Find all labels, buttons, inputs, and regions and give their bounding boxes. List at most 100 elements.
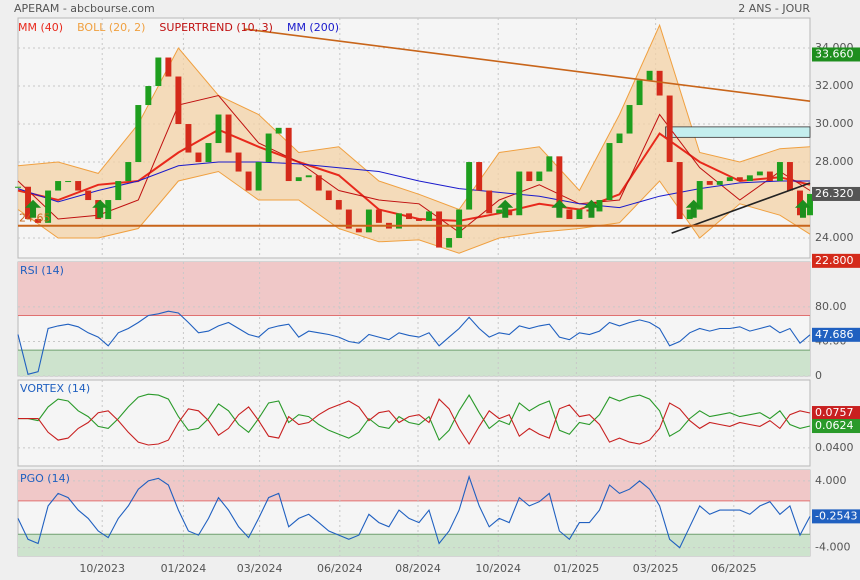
legend-item: SUPERTREND (10, 3) <box>159 21 273 34</box>
candle <box>616 133 623 144</box>
candle <box>395 213 402 229</box>
candle <box>145 86 152 106</box>
zone-box <box>665 126 811 138</box>
zone-high <box>18 470 810 501</box>
candle <box>416 219 422 221</box>
candle <box>195 152 202 163</box>
candle <box>576 209 583 220</box>
candle <box>636 80 643 106</box>
candle <box>135 105 142 163</box>
legend-item: MM (200) <box>287 21 339 34</box>
candle <box>406 213 412 220</box>
candle <box>235 152 242 172</box>
candle <box>466 162 473 210</box>
candle <box>345 209 352 229</box>
candle <box>225 114 232 153</box>
level-label: 24.65 <box>19 212 51 225</box>
candle <box>696 181 703 210</box>
candle <box>606 143 613 201</box>
candle <box>305 175 312 178</box>
indicator-line <box>17 94 811 233</box>
candle <box>596 200 603 212</box>
candle <box>75 181 82 191</box>
x-tick-label: 06/2024 <box>317 562 363 575</box>
indicator-line <box>17 310 811 375</box>
header-period: 2 ANS - JOUR <box>738 2 810 15</box>
legend-item: BOLL (20, 2) <box>77 21 145 34</box>
value-badge <box>812 253 860 268</box>
value-badge <box>812 327 860 342</box>
y-tick-label: 28.000 <box>815 155 854 168</box>
signal-arrow <box>685 199 702 218</box>
zone-high <box>18 262 810 316</box>
candle <box>756 171 763 176</box>
value-badge <box>812 47 860 62</box>
candle <box>736 177 743 182</box>
candle <box>496 209 503 214</box>
candle <box>255 162 262 191</box>
candle <box>175 76 182 125</box>
candle <box>766 171 773 182</box>
y-tick-label: 4.000 <box>815 474 847 487</box>
indicator-line <box>17 128 811 222</box>
value-badge <box>812 186 860 201</box>
indicator-line <box>18 393 811 442</box>
x-tick-label: 08/2024 <box>395 562 441 575</box>
value-badge-label: 47.686 <box>815 328 854 341</box>
candle <box>666 95 673 163</box>
panel-title: VORTEX (14) <box>20 382 90 395</box>
candle <box>546 156 553 172</box>
value-badge-label: 0.0757 <box>815 406 854 419</box>
signal-arrow <box>25 199 42 218</box>
y-tick-label: 24.000 <box>815 231 854 244</box>
candle <box>807 193 813 216</box>
value-badge-label: 22.800 <box>815 254 854 267</box>
candle <box>676 162 683 220</box>
candle <box>115 181 122 201</box>
candle <box>556 156 563 210</box>
candle <box>686 209 693 220</box>
x-tick-label: 01/2025 <box>554 562 600 575</box>
header-title: APERAM - abcbourse.com <box>14 2 155 15</box>
candle <box>265 133 272 163</box>
candle <box>786 162 793 191</box>
candle <box>205 143 212 163</box>
candle <box>626 105 633 134</box>
candle <box>516 171 523 216</box>
value-badge-label: 0.0624 <box>815 419 854 432</box>
value-badge-label: 33.660 <box>815 47 854 60</box>
value-badge-label: 26.320 <box>815 187 854 200</box>
candle <box>566 209 573 220</box>
candle <box>45 190 52 223</box>
candle <box>65 181 72 183</box>
candle <box>355 228 362 233</box>
candle <box>335 200 342 210</box>
candle <box>85 190 92 201</box>
band-line <box>17 170 811 254</box>
candle <box>285 127 292 182</box>
candle <box>746 175 753 182</box>
indicator-line <box>17 161 810 209</box>
panel-title: PGO (14) <box>20 472 70 485</box>
candle <box>165 57 172 77</box>
candle <box>295 177 302 182</box>
candle <box>25 186 31 220</box>
y-tick-label: 0.0400 <box>815 441 854 454</box>
y-tick-label: 32.000 <box>815 79 854 92</box>
candle <box>456 209 463 239</box>
candle <box>536 171 543 182</box>
y-tick-label: -4.000 <box>815 541 850 554</box>
legend-item: MM (40) <box>18 21 63 34</box>
candle <box>526 171 533 182</box>
candle <box>55 181 62 191</box>
candle <box>275 127 282 134</box>
candle <box>325 190 332 201</box>
candle <box>365 209 372 233</box>
band-line <box>17 23 811 211</box>
zone-low <box>18 350 810 376</box>
candle <box>716 181 723 185</box>
x-tick-label: 01/2024 <box>161 562 207 575</box>
value-badge <box>812 419 860 434</box>
signal-arrow <box>551 199 568 218</box>
